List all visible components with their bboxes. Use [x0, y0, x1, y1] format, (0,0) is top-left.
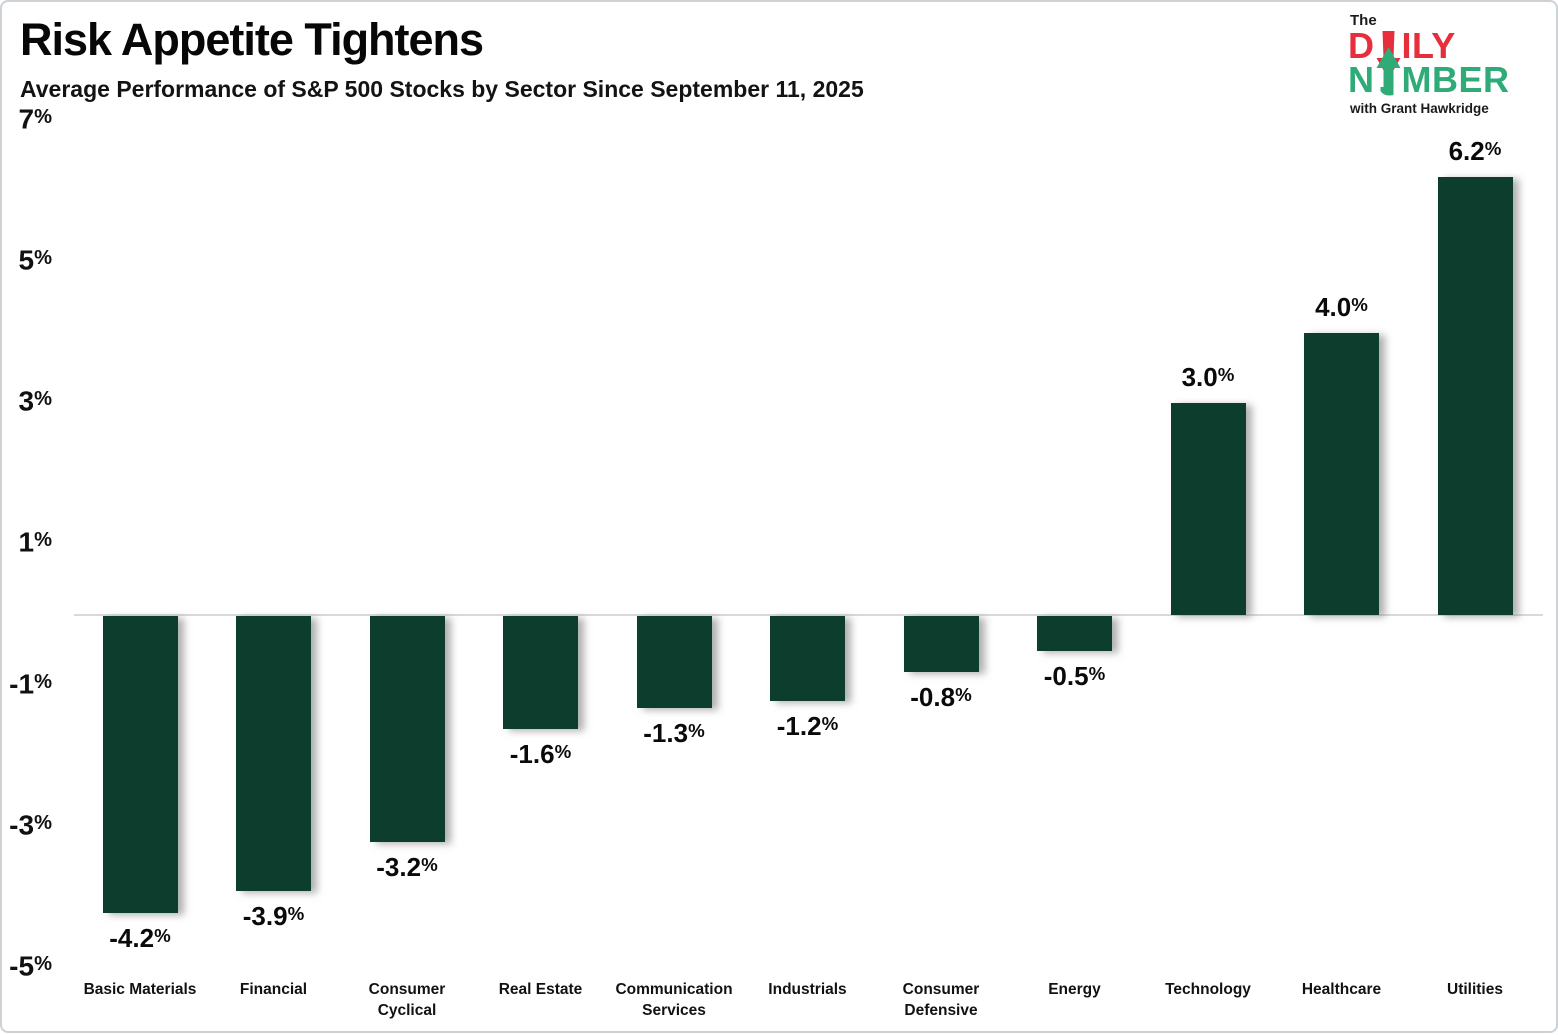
category-label: Technology	[1165, 981, 1251, 998]
bar-value-label: -0.8%	[910, 682, 972, 712]
percent-sign: %	[287, 902, 305, 924]
bar-value-label: -1.6%	[509, 739, 572, 769]
category-label: Financial	[239, 981, 308, 998]
bar-value-label: -0.5%	[1043, 661, 1106, 691]
category-label: Healthcare	[1301, 981, 1382, 998]
logo-number-n: N	[1348, 59, 1375, 100]
bar-value-label: 4.0%	[1315, 292, 1368, 322]
logo-number-mber: MBER	[1401, 59, 1510, 100]
bar	[1170, 403, 1246, 615]
bar-value-label: -4.2%	[109, 923, 171, 953]
zero-axis-line	[74, 614, 1543, 616]
percent-sign: %	[34, 811, 52, 834]
percent-sign: %	[34, 247, 52, 270]
logo-daily-ily: ILY	[1401, 25, 1456, 66]
percent-sign: %	[34, 388, 52, 411]
percent-sign: %	[154, 924, 171, 946]
percent-sign: %	[1351, 293, 1368, 315]
bar	[102, 616, 178, 913]
bar-value-label: -3.9%	[242, 901, 305, 931]
bar	[770, 616, 845, 701]
percent-sign: %	[34, 529, 52, 552]
y-axis-tick-label: 7%	[18, 103, 52, 135]
percent-sign: %	[34, 953, 52, 976]
bar	[1437, 177, 1513, 615]
y-axis-tick-label: -5%	[9, 950, 52, 982]
category-label: Communication Services	[615, 981, 733, 1019]
bar	[236, 616, 311, 891]
page-title: Risk Appetite Tightens	[20, 14, 484, 65]
bar-value-label: -3.2%	[376, 852, 438, 882]
y-axis-tick-label: -1%	[9, 668, 52, 700]
logo-number-row: N MBER	[1348, 47, 1548, 100]
bar	[503, 616, 578, 729]
y-axis-tick-label: -3%	[9, 809, 52, 841]
category-label: Industrials	[768, 981, 847, 998]
percent-sign: %	[34, 105, 52, 128]
category-label: Consumer Defensive	[902, 981, 980, 1019]
bar-value-label: 6.2%	[1448, 136, 1502, 166]
bar	[369, 616, 445, 842]
percent-sign: %	[421, 853, 438, 875]
logo-daily-d: D	[1348, 25, 1375, 66]
y-axis-tick-label: 3%	[18, 385, 52, 417]
percent-sign: %	[1217, 363, 1235, 385]
y-axis-tick-label: 5%	[18, 244, 52, 276]
y-axis-tick-label: 1%	[18, 527, 52, 559]
bar-value-label: -1.3%	[643, 718, 705, 748]
bar	[1037, 616, 1112, 651]
logo-the-text: The	[1350, 12, 1377, 29]
bar-value-label: 3.0%	[1181, 362, 1235, 392]
category-label: Basic Materials	[83, 981, 197, 998]
bar	[903, 616, 979, 672]
percent-sign: %	[688, 719, 705, 741]
category-label: Real Estate	[498, 981, 583, 998]
percent-sign: %	[34, 670, 52, 693]
percent-sign: %	[1088, 662, 1106, 684]
bar	[636, 616, 712, 708]
category-label: Energy	[1048, 981, 1101, 998]
percent-sign: %	[1484, 137, 1502, 159]
percent-sign: %	[554, 740, 572, 762]
percent-sign: %	[955, 683, 972, 705]
bar-value-label: -1.2%	[776, 711, 839, 741]
category-label: Utilities	[1447, 981, 1503, 998]
percent-sign: %	[821, 712, 839, 734]
daily-number-logo: The D ILY N MBER with Grant Hawkridge	[1348, 12, 1548, 116]
page-subtitle: Average Performance of S&P 500 Stocks by…	[20, 76, 864, 102]
bar	[1304, 333, 1379, 615]
category-label: Consumer Cyclical	[368, 981, 446, 1019]
logo-tagline: with Grant Hawkridge	[1350, 101, 1489, 116]
